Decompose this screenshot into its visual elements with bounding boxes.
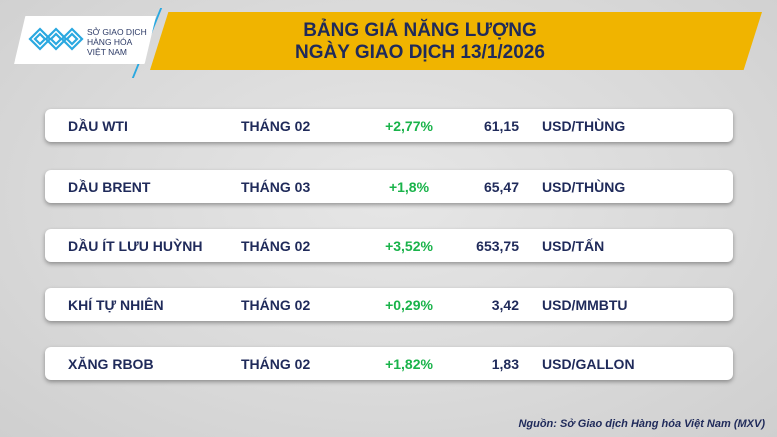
commodity-name: DẦU WTI [68, 118, 128, 134]
table-row: DẦU BRENT THÁNG 03 +1,8% 65,47 USD/THÙNG [45, 170, 733, 203]
contract-month: THÁNG 03 [241, 179, 311, 195]
commodity-name: DẦU ÍT LƯU HUỲNH [68, 238, 203, 254]
price-unit: USD/TẤN [542, 238, 605, 254]
price-value: 3,42 [491, 297, 519, 313]
logo-line: VIỆT NAM [87, 47, 127, 57]
price-change: +1,8% [388, 179, 430, 195]
contract-month: THÁNG 02 [241, 297, 311, 313]
table-row: DẦU WTI THÁNG 02 +2,77% 61,15 USD/THÙNG [45, 109, 733, 142]
commodity-name: DẦU BRENT [68, 179, 151, 195]
contract-month: THÁNG 02 [241, 238, 311, 254]
price-change: +3,52% [385, 238, 433, 254]
logo-container [14, 16, 156, 64]
price-unit: USD/THÙNG [542, 179, 626, 195]
table-row: DẦU ÍT LƯU HUỲNH THÁNG 02 +3,52% 653,75 USD/… [45, 229, 733, 262]
logo-line: SỞ GIAO DỊCH [87, 27, 147, 37]
price-unit: USD/MMBTU [542, 297, 628, 313]
price-value: 1,83 [491, 356, 519, 372]
source-note: Nguồn: Sở Giao dịch Hàng hóa Việt Nam (M… [518, 418, 765, 430]
price-change: +0,29% [385, 297, 433, 313]
mxv-logo-icon [28, 27, 84, 51]
price-value: 65,47 [483, 179, 519, 195]
logo-text: SỞ GIAO DỊCH HÀNG HÓA VIỆT NAM [87, 27, 147, 57]
logo-line: HÀNG HÓA [87, 37, 133, 47]
page-subtitle: NGÀY GIAO DỊCH 13/1/2026 [295, 42, 545, 63]
page-title: BẢNG GIÁ NĂNG LƯỢNG [303, 20, 537, 41]
contract-month: THÁNG 02 [241, 356, 311, 372]
price-value: 653,75 [476, 238, 519, 254]
header-banner [150, 12, 762, 70]
contract-month: THÁNG 02 [241, 118, 311, 134]
price-change: +1,82% [385, 356, 433, 372]
price-unit: USD/THÙNG [542, 118, 626, 134]
table-row: XĂNG RBOB THÁNG 02 +1,82% 1,83 USD/GALLON [45, 347, 733, 380]
commodity-name: KHÍ TỰ NHIÊN [68, 297, 164, 313]
price-unit: USD/GALLON [542, 356, 635, 372]
commodity-name: XĂNG RBOB [68, 356, 154, 372]
price-change: +2,77% [385, 118, 433, 134]
table-row: KHÍ TỰ NHIÊN THÁNG 02 +0,29% 3,42 USD/MMBTU [45, 288, 733, 321]
price-value: 61,15 [483, 118, 519, 134]
